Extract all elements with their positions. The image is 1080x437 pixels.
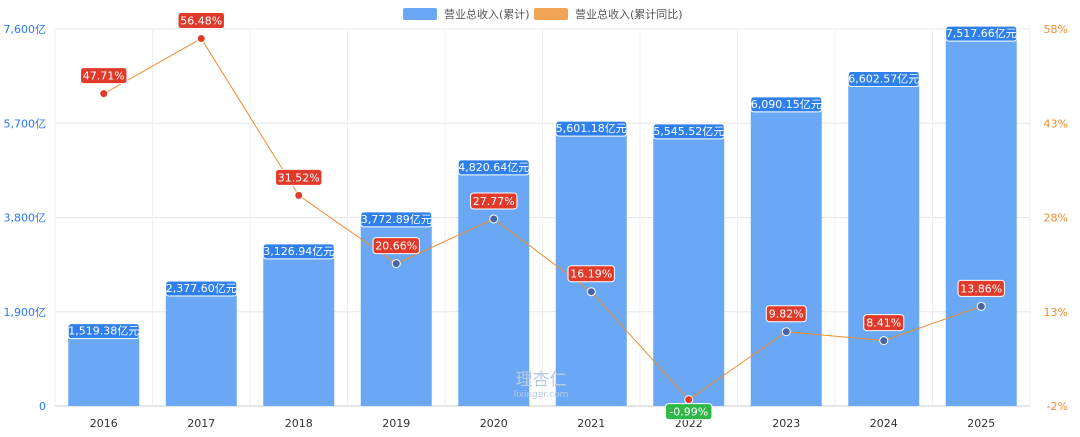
x-tick-label: 2017 (187, 417, 215, 430)
y-left-tick-label: 3,800亿 (4, 212, 47, 225)
yoy-label-box (567, 265, 615, 283)
yoy-label-box (470, 192, 518, 210)
y-right-tick-label: 43% (1044, 117, 1068, 130)
chart-legend: 营业总收入(累计) 营业总收入(累计同比) (403, 7, 683, 21)
bar-label-box (165, 280, 238, 297)
bar (653, 130, 725, 406)
bar-value-label: 4,820.64亿元 (458, 161, 529, 174)
bar-label-box (555, 120, 628, 137)
bar-label-box (750, 96, 823, 113)
y-right-tick-label: 58% (1044, 23, 1068, 36)
bar-label-box (457, 159, 530, 176)
yoy-label-box (957, 279, 1005, 297)
yoy-value-label: 47.71% (83, 70, 125, 83)
yoy-value-label: 9.82% (769, 308, 804, 321)
y-right-tick-label: -2% (1047, 400, 1068, 413)
x-tick-label: 2022 (675, 417, 703, 430)
legend-swatch-revenue[interactable] (403, 8, 437, 20)
bar-value-label: 5,545.52亿元 (653, 125, 724, 138)
y-left-tick-label: 0 (39, 400, 46, 413)
bar (263, 250, 335, 406)
watermark: 理杏仁 lixinger.com (514, 370, 569, 400)
bar (750, 103, 822, 406)
yoy-label-box (863, 314, 905, 332)
x-tick-label: 2020 (480, 417, 508, 430)
yoy-value-label: 20.66% (375, 240, 417, 253)
x-tick-label: 2024 (870, 417, 898, 430)
yoy-point (99, 89, 109, 99)
bar-value-label: 3,126.94亿元 (263, 245, 334, 258)
yoy-point (294, 190, 304, 200)
y-right-tick-label: 28% (1044, 212, 1068, 225)
bar (848, 78, 920, 406)
yoy-point (879, 336, 889, 346)
yoy-label-box (665, 403, 713, 421)
bar-label-box (67, 323, 140, 340)
x-tick-label: 2023 (772, 417, 800, 430)
yoy-value-label: 27.77% (473, 195, 515, 208)
yoy-value-labels: 47.71% 56.48% 31.52% 20.66% 27.77% 16.19% -0.9… (80, 12, 1005, 421)
yoy-point (781, 327, 791, 337)
x-tick-label: 2018 (285, 417, 313, 430)
yoy-line-series (99, 34, 986, 405)
yoy-label-box (275, 168, 323, 186)
x-tick-label: 2019 (382, 417, 410, 430)
yoy-value-label: 56.48% (180, 15, 222, 28)
yoy-label-box (80, 67, 128, 85)
yoy-point (489, 214, 499, 224)
x-axis: 2016 2017 2018 2019 2020 2021 2022 2023 2024 2025 (90, 417, 996, 430)
legend-label-yoy: 营业总收入(累计同比) (575, 7, 683, 21)
yoy-point (586, 287, 596, 297)
bar-label-box (652, 123, 725, 140)
yoy-value-label: 31.52% (278, 171, 320, 184)
bar (165, 288, 237, 406)
yoy-point (391, 259, 401, 269)
bar (68, 330, 140, 406)
x-tick-label: 2021 (577, 417, 605, 430)
yoy-line (103, 37, 982, 401)
yoy-value-label: 13.86% (960, 282, 1002, 295)
watermark-brand: 理杏仁 (516, 370, 567, 390)
y-right-tick-label: 13% (1044, 306, 1068, 319)
bar-value-label: 6,602.57亿元 (848, 72, 919, 85)
y-left-tick-label: 1,900亿 (4, 306, 47, 319)
bar-value-label: 5,601.18亿元 (556, 122, 627, 135)
y-axis-left: 0 1,900亿 3,800亿 5,700亿 7,600亿 (4, 23, 47, 413)
bar-value-label: 3,772.89亿元 (361, 213, 432, 226)
legend-label-revenue: 营业总收入(累计) (444, 7, 530, 21)
yoy-point (976, 301, 986, 311)
y-left-tick-label: 5,700亿 (4, 117, 47, 130)
bar-value-label: 7,517.66亿元 (946, 27, 1017, 40)
y-axis-right: -2% 13% 28% 43% 58% (1044, 23, 1068, 413)
bar-label-box (360, 211, 433, 228)
bar-label-box (945, 25, 1018, 42)
yoy-label-box (177, 12, 225, 30)
yoy-label-box (765, 305, 807, 323)
bar-label-box (262, 243, 335, 260)
yoy-value-label: 16.19% (570, 268, 612, 281)
yoy-label-box (372, 237, 420, 255)
yoy-value-label: 8.41% (866, 317, 901, 330)
x-tick-label: 2016 (90, 417, 118, 430)
bar-value-labels: 1,519.38亿元 2,377.60亿元 3,126.94亿元 3,772.89亿元… (67, 25, 1018, 340)
bar-value-label: 6,090.15亿元 (751, 98, 822, 111)
bar-value-label: 1,519.38亿元 (68, 325, 139, 338)
bar-value-label: 2,377.60亿元 (166, 282, 237, 295)
x-tick-label: 2025 (967, 417, 995, 430)
y-left-tick-label: 7,600亿 (4, 23, 47, 36)
legend-swatch-yoy[interactable] (534, 8, 568, 20)
yoy-point (684, 395, 694, 405)
bar-label-box (847, 70, 920, 87)
watermark-url: lixinger.com (514, 390, 569, 400)
yoy-value-label: -0.99% (669, 406, 708, 419)
yoy-point (196, 34, 206, 44)
grid-lines (54, 28, 1031, 407)
bar (945, 33, 1017, 406)
